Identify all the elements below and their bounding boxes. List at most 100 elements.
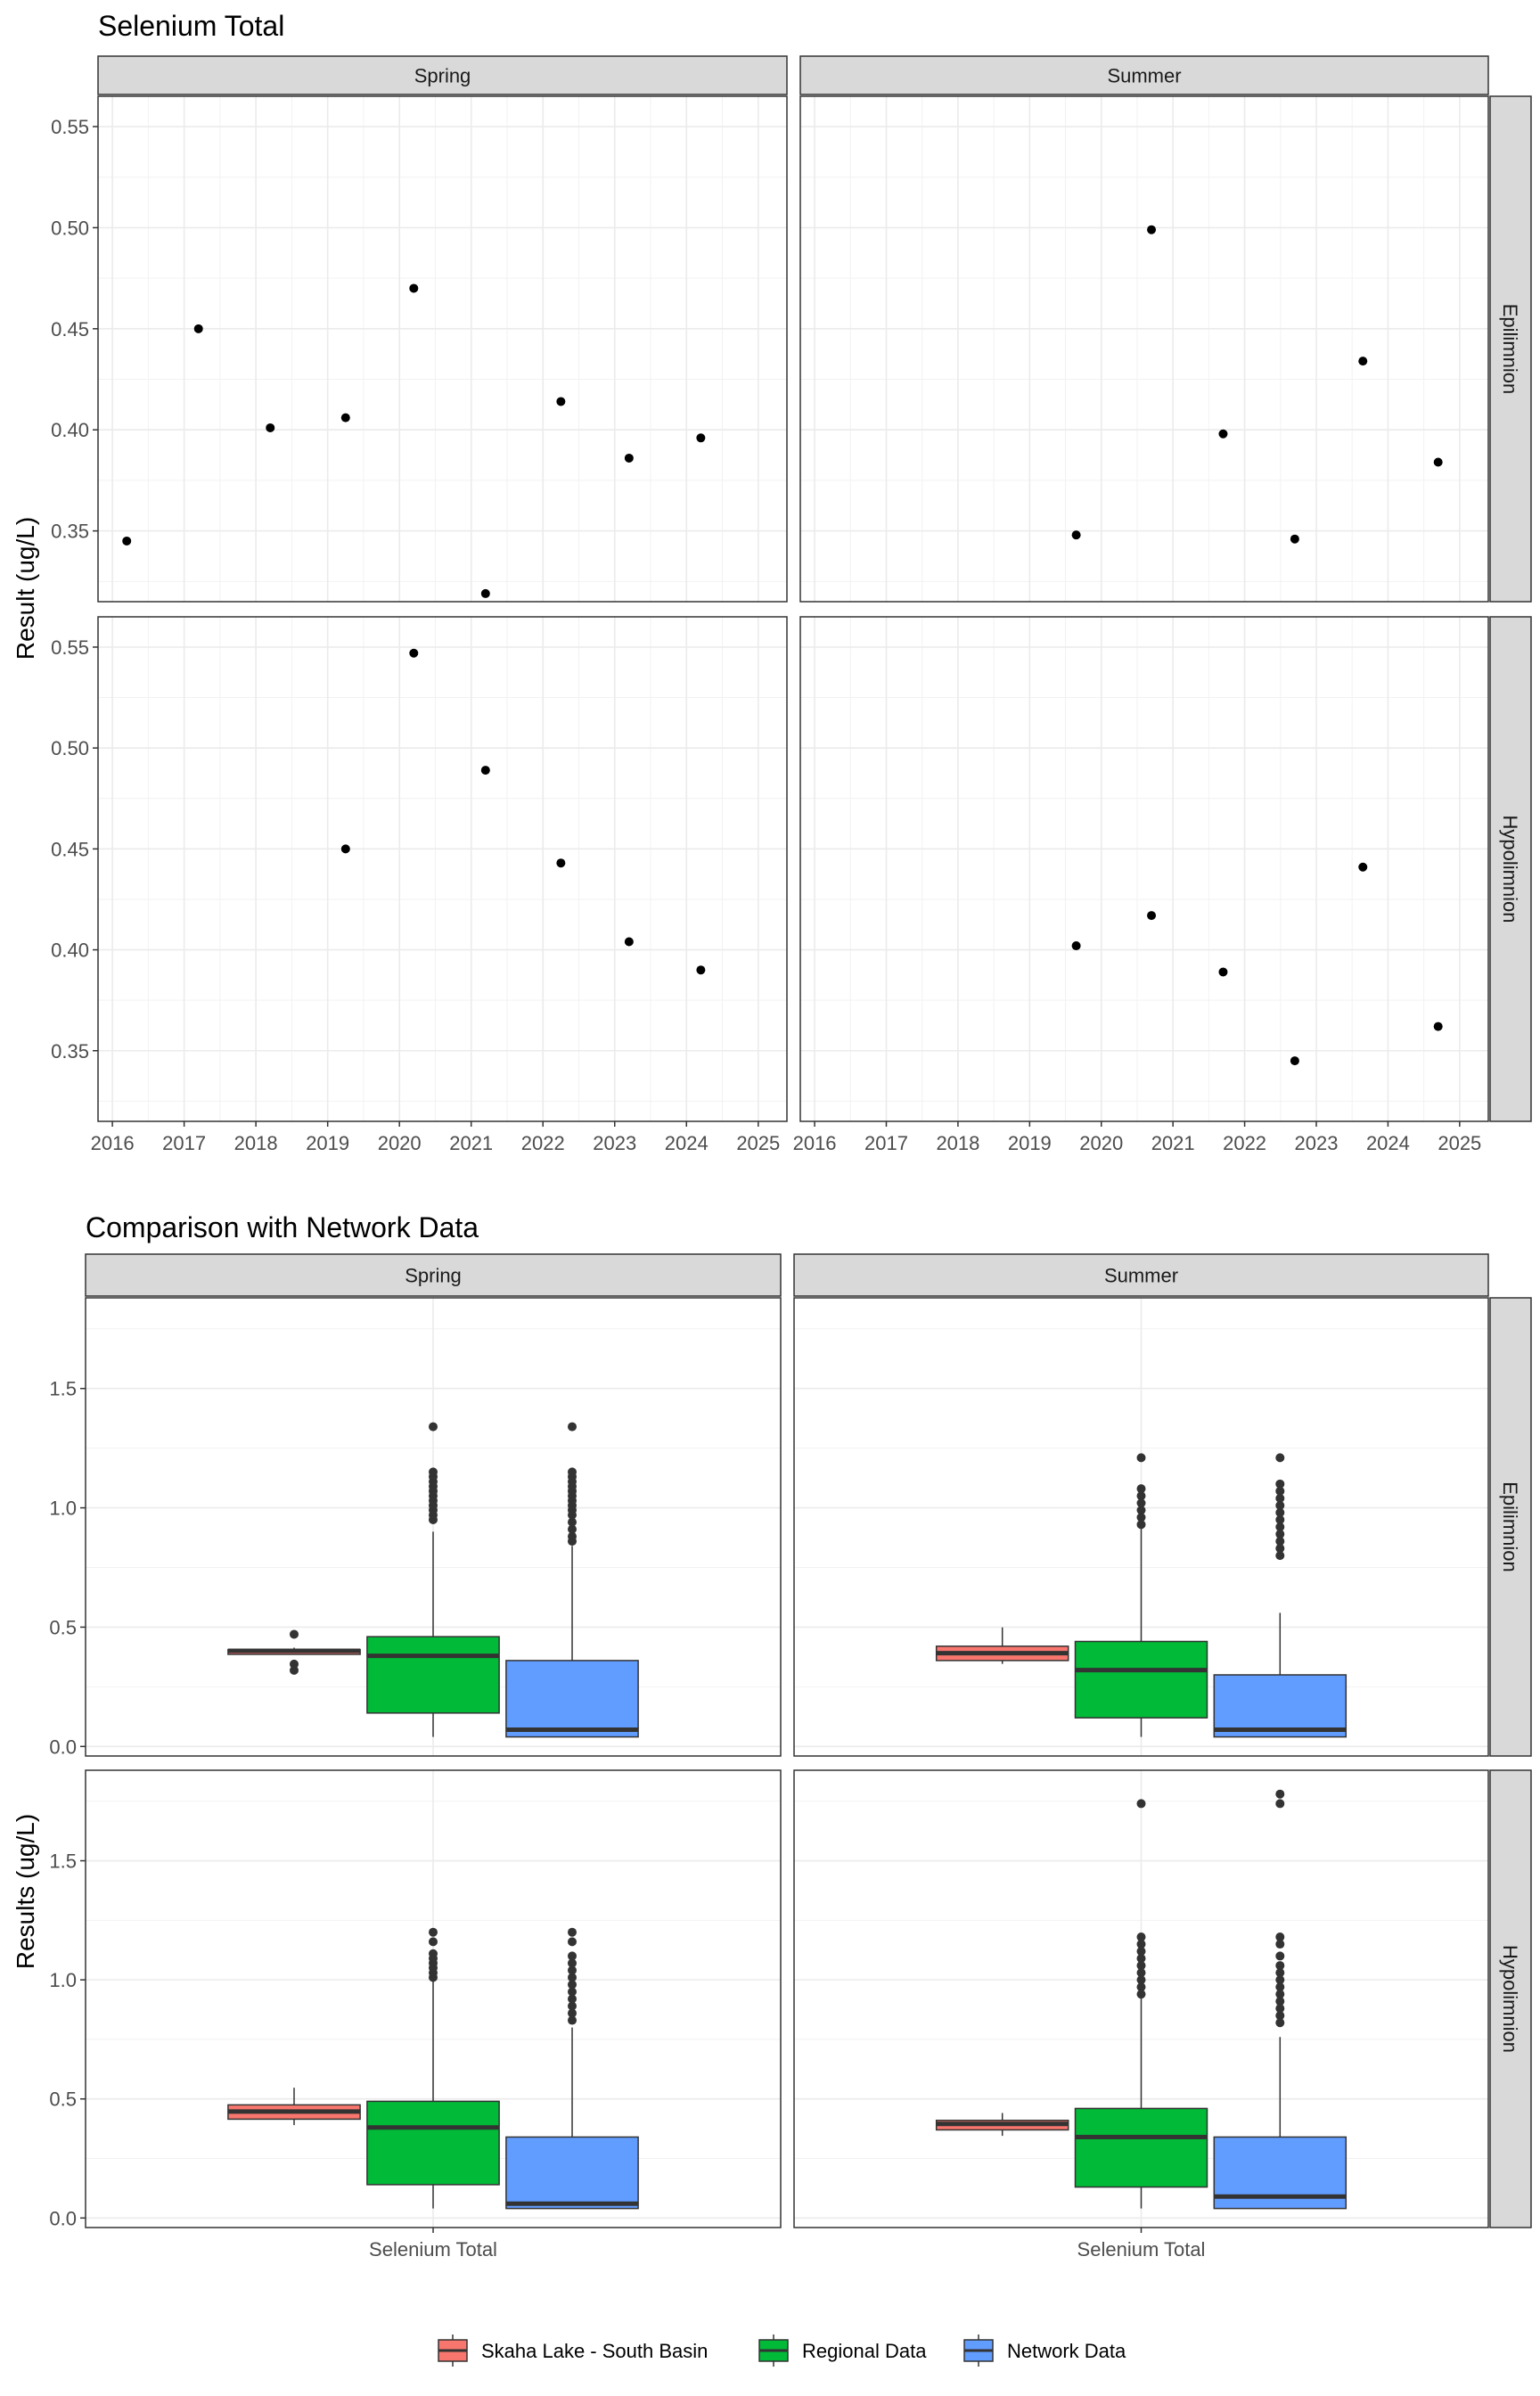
outlier-point (1275, 1961, 1285, 1971)
x-tick-label: 2017 (864, 1132, 908, 1154)
chart-2-ylabel: Results (ug/L) (12, 1814, 39, 1969)
y-tick-label: 1.0 (49, 1969, 77, 1991)
outlier-point (429, 1927, 438, 1937)
data-point (266, 423, 275, 432)
facet-label: Hypolimnion (1499, 1945, 1521, 2053)
y-tick-label: 0.40 (51, 419, 89, 441)
legend-item-network-data: Network Data (963, 2334, 1126, 2367)
box-iqr (505, 1660, 639, 1738)
facet-label: Spring (414, 65, 471, 87)
data-point (193, 324, 203, 333)
panel-background (800, 617, 1488, 1121)
x-tick-label: 2025 (736, 1132, 780, 1154)
outlier-point (568, 2008, 577, 2018)
legend-label: Skaha Lake - South Basin (481, 2340, 708, 2362)
box-skaha-lake-south-basin (227, 2088, 361, 2126)
x-tick-label: Selenium Total (369, 2238, 497, 2261)
facet-strip-spring (85, 1253, 782, 1297)
y-tick-label: 1.0 (49, 1498, 77, 1520)
outlier-point (429, 1467, 438, 1477)
outlier-point (1136, 1954, 1146, 1964)
panel-summer-epilimnion (793, 1297, 1489, 1757)
data-point (696, 965, 706, 975)
chart-1-title: Selenium Total (98, 10, 284, 42)
outlier-point (1275, 1799, 1285, 1809)
outlier-point (568, 1467, 577, 1477)
data-point (409, 648, 419, 658)
legend-label: Regional Data (802, 2340, 927, 2362)
box-network-data (1213, 1789, 1348, 2210)
outlier-point (568, 1422, 577, 1432)
panel-border (97, 95, 788, 603)
x-tick-label: 2017 (162, 1132, 206, 1154)
outlier-point (290, 1659, 299, 1669)
data-point (1433, 457, 1443, 467)
outlier-point (1275, 1997, 1285, 2006)
panel-border (799, 95, 1489, 603)
y-tick-label: 0.55 (51, 636, 89, 659)
facet-label: Epilimnion (1499, 1481, 1521, 1572)
outlier-point (568, 1951, 577, 1961)
box-regional-data (1074, 1799, 1208, 2209)
box-iqr (1074, 2107, 1208, 2188)
outlier-point (1275, 1530, 1285, 1539)
x-tick-label: 2022 (521, 1132, 565, 1154)
outlier-point (568, 2015, 577, 2025)
panel-border (793, 1297, 1489, 1757)
y-tick-label: 0.0 (49, 2207, 77, 2229)
outlier-point (1275, 1975, 1285, 1985)
outlier-point (1275, 1514, 1285, 1524)
x-tick-label: 2019 (1008, 1132, 1052, 1154)
data-point (1433, 1022, 1443, 1031)
x-tick-label: 2021 (1151, 1132, 1195, 1154)
panel-background (98, 617, 787, 1121)
panel-spring-hypolimnion: 0.35 0.40 0.45 0.50 0.55 2016 2017 2018 2019 2020… (51, 616, 788, 1154)
y-tick-label: 0.40 (51, 940, 89, 962)
data-point (1290, 1056, 1299, 1066)
x-tick-label: 2016 (91, 1132, 135, 1154)
outlier-point (568, 1994, 577, 2004)
outlier-point (1136, 1975, 1146, 1985)
outlier-point (1275, 1932, 1285, 1942)
outlier-point (1136, 1940, 1146, 1949)
x-tick-label: 2016 (793, 1132, 837, 1154)
box-iqr (366, 2100, 500, 2186)
y-tick-label: 0.55 (51, 116, 89, 138)
outlier-point (1136, 1932, 1146, 1942)
outlier-point (1275, 1537, 1285, 1547)
outlier-point (1275, 1479, 1285, 1489)
outlier-point (568, 1973, 577, 1982)
outlier-point (1136, 1947, 1146, 1957)
outlier-point (1275, 1507, 1285, 1517)
panel-border (97, 616, 788, 1122)
outlier-point (568, 1965, 577, 1975)
outlier-point (568, 1524, 577, 1534)
data-point (340, 844, 350, 854)
outlier-point (429, 1937, 438, 1947)
data-point (1218, 967, 1228, 977)
facet-label: Summer (1107, 65, 1181, 87)
data-point (1147, 225, 1157, 234)
data-point (1071, 530, 1081, 540)
data-point (480, 766, 490, 775)
x-tick-label: 2023 (1295, 1132, 1339, 1154)
facet-label: Summer (1104, 1265, 1178, 1287)
panel-summer-epilimnion (799, 95, 1489, 603)
panel-summer-hypolimnion: Selenium Total (793, 1769, 1489, 2261)
panel-background (800, 96, 1488, 602)
data-point (556, 858, 566, 868)
facet-strip-summer (793, 1253, 1489, 1297)
outlier-point (568, 1531, 577, 1541)
facet-label: Spring (405, 1265, 462, 1287)
y-tick-label: 1.5 (49, 1850, 77, 1873)
panel-background (98, 96, 787, 602)
outlier-point (1275, 2004, 1285, 2014)
panel-border (85, 1297, 782, 1757)
chart-1-ylabel: Result (ug/L) (12, 517, 39, 660)
box-skaha-lake-south-basin (935, 2113, 1069, 2137)
panel-spring-epilimnion: 0.0 0.5 1.0 1.5 (49, 1297, 782, 1758)
facet-strip-summer (799, 55, 1489, 95)
legend-item-regional-data: Regional Data (758, 2334, 927, 2367)
data-point (1218, 429, 1228, 439)
